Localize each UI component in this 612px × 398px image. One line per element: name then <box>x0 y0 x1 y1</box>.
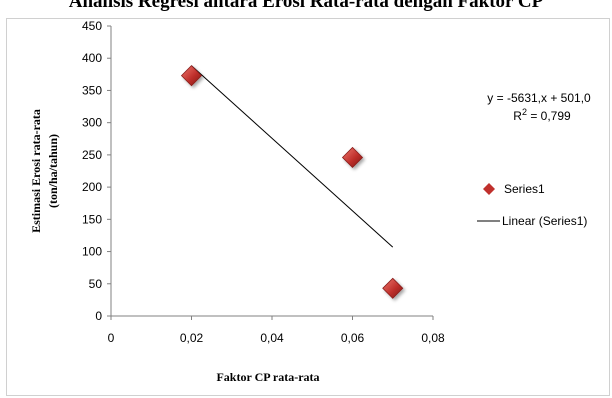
trendline-group <box>191 65 394 248</box>
data-points <box>180 65 404 299</box>
trendline-equation: y = -5631,x + 501,0 <box>487 91 591 105</box>
data-point <box>180 65 203 87</box>
y-axis-label-line-1: Estimasi Erosi rata-rata <box>29 109 43 233</box>
legend: Series1 Linear (Series1) <box>477 182 587 228</box>
r-squared-value: = 0,799 <box>527 109 571 123</box>
y-tick-label: 400 <box>82 51 102 65</box>
legend-trendline-label: Linear (Series1) <box>502 214 587 228</box>
x-tick-label: 0,06 <box>341 331 365 345</box>
data-point <box>341 146 364 169</box>
r-squared-annotation: R2 = 0,799 <box>513 107 571 123</box>
y-tick-label: 100 <box>82 245 102 259</box>
y-tick-label: 450 <box>82 19 102 33</box>
chart-frame <box>6 18 610 396</box>
data-point <box>382 277 404 299</box>
y-tick-label: 350 <box>82 83 102 97</box>
x-tick-label: 0,04 <box>260 331 284 345</box>
y-axis-label-line-2: (ton/ha/tahun) <box>46 134 60 208</box>
x-tick-label: 0,08 <box>421 331 445 345</box>
x-axis-label: Faktor CP rata-rata <box>216 370 319 384</box>
y-tick-label: 0 <box>95 309 102 323</box>
r-squared-prefix: R <box>513 109 522 123</box>
y-tick-label: 150 <box>82 212 102 226</box>
legend-diamond-icon <box>483 183 495 195</box>
x-ticks: 0 0,02 0,04 0,06 0,08 <box>108 316 445 345</box>
y-tick-label: 50 <box>89 277 103 291</box>
y-ticks: 0 50 100 150 200 250 300 350 400 450 <box>82 19 111 323</box>
x-tick-label: 0,02 <box>180 331 204 345</box>
r-squared-superscript: 2 <box>522 107 527 117</box>
y-tick-label: 250 <box>82 148 102 162</box>
trendline <box>191 65 394 248</box>
x-tick-label: 0 <box>108 331 115 345</box>
y-tick-label: 200 <box>82 180 102 194</box>
y-tick-label: 300 <box>82 116 102 130</box>
legend-series-label: Series1 <box>504 182 545 196</box>
chart-title: Analisis Regresi antara Erosi Rata-rata … <box>68 0 544 12</box>
